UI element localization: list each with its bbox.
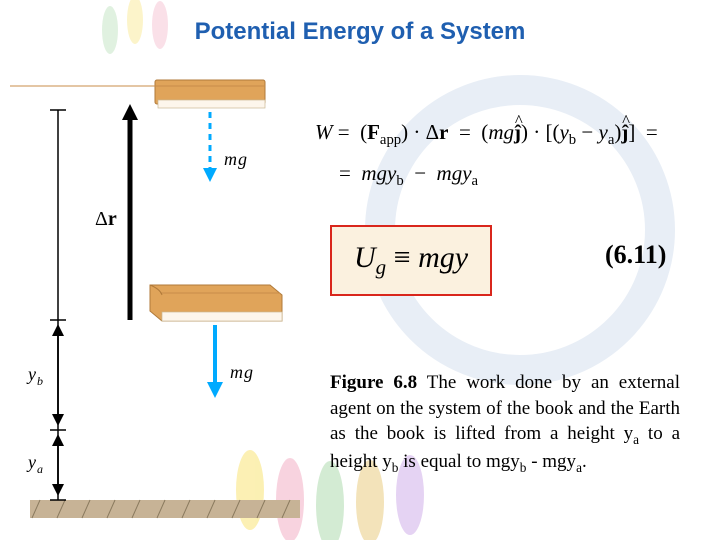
book-top <box>10 80 265 108</box>
book-lower <box>150 285 282 321</box>
svg-text:a: a <box>37 462 43 476</box>
svg-text:b: b <box>37 374 43 388</box>
svg-text:y: y <box>26 364 36 384</box>
physics-diagram: y a y b Δr m g m g <box>10 60 310 520</box>
eq-line-1: W = (Fapp) · Δr = (mgĵ) · [(yb − ya)ĵ] = <box>315 120 700 149</box>
svg-text:m: m <box>230 362 243 382</box>
page-title: Potential Energy of a System <box>0 18 720 46</box>
work-equation: W = (Fapp) · Δr = (mgĵ) · [(yb − ya)ĵ] =… <box>315 120 700 190</box>
svg-text:g: g <box>238 149 247 169</box>
svg-text:y: y <box>26 452 36 472</box>
equation-number: (6.11) <box>605 240 666 270</box>
figure-caption: Figure 6.8 The work done by an external … <box>330 370 680 477</box>
eq-line-2: = mgyb − mgya <box>315 161 700 190</box>
svg-text:Δr: Δr <box>95 208 117 230</box>
boxed-equation: Ug ≡ mgy <box>330 225 492 296</box>
svg-text:m: m <box>224 149 237 169</box>
svg-text:g: g <box>244 362 253 382</box>
